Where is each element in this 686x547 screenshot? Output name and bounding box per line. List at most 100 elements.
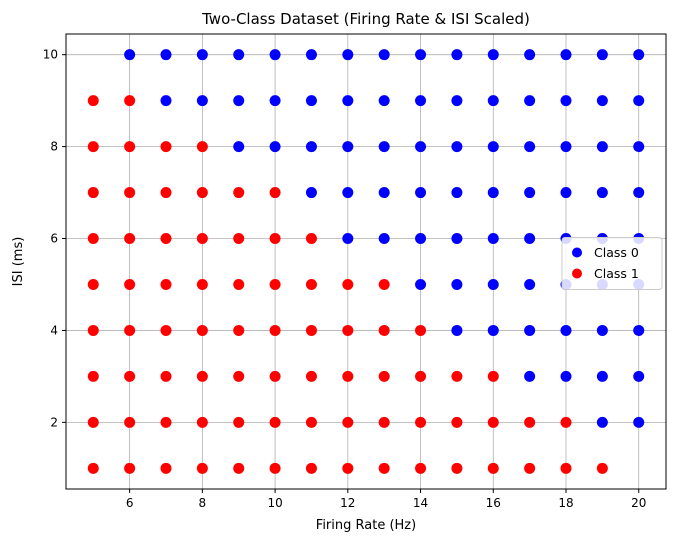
data-point-class-1 bbox=[196, 370, 208, 382]
data-point-class-1 bbox=[196, 187, 208, 199]
data-point-class-0 bbox=[633, 95, 645, 107]
data-point-class-0 bbox=[415, 141, 427, 153]
data-point-class-1 bbox=[378, 324, 390, 336]
data-point-class-0 bbox=[342, 141, 354, 153]
data-point-class-0 bbox=[451, 278, 463, 290]
data-point-class-1 bbox=[160, 187, 172, 199]
data-point-class-1 bbox=[124, 370, 136, 382]
y-axis-label: ISI (ms) bbox=[11, 237, 26, 287]
data-point-class-0 bbox=[596, 141, 608, 153]
data-point-class-1 bbox=[124, 416, 136, 428]
data-point-class-1 bbox=[560, 416, 572, 428]
data-point-class-0 bbox=[560, 95, 572, 107]
data-point-class-1 bbox=[305, 370, 317, 382]
data-point-class-0 bbox=[560, 141, 572, 153]
data-point-class-1 bbox=[233, 462, 245, 474]
data-point-class-1 bbox=[233, 278, 245, 290]
data-point-class-0 bbox=[378, 141, 390, 153]
data-point-class-1 bbox=[87, 462, 99, 474]
y-tick-label: 4 bbox=[50, 323, 58, 337]
x-tick-label: 16 bbox=[486, 496, 501, 510]
data-point-class-0 bbox=[342, 49, 354, 61]
data-point-class-0 bbox=[596, 324, 608, 336]
data-point-class-0 bbox=[560, 49, 572, 61]
data-point-class-0 bbox=[451, 324, 463, 336]
data-point-class-0 bbox=[342, 95, 354, 107]
data-point-class-0 bbox=[487, 49, 499, 61]
data-point-class-0 bbox=[415, 95, 427, 107]
x-tick-label: 8 bbox=[199, 496, 207, 510]
chart-title: Two-Class Dataset (Firing Rate & ISI Sca… bbox=[201, 10, 530, 28]
data-point-class-1 bbox=[305, 278, 317, 290]
data-point-class-1 bbox=[560, 462, 572, 474]
data-point-class-1 bbox=[124, 324, 136, 336]
data-point-class-0 bbox=[160, 95, 172, 107]
data-point-class-0 bbox=[633, 324, 645, 336]
data-point-class-1 bbox=[378, 278, 390, 290]
data-point-class-0 bbox=[633, 49, 645, 61]
legend-marker-class-1 bbox=[572, 268, 582, 279]
data-point-class-0 bbox=[378, 187, 390, 199]
data-point-class-1 bbox=[87, 141, 99, 153]
data-point-class-0 bbox=[524, 95, 536, 107]
data-point-class-0 bbox=[596, 416, 608, 428]
data-point-class-1 bbox=[451, 462, 463, 474]
data-point-class-1 bbox=[124, 233, 136, 245]
y-tick-label: 8 bbox=[50, 140, 58, 154]
x-tick-label: 10 bbox=[267, 496, 282, 510]
x-tick-label: 18 bbox=[558, 496, 573, 510]
data-point-class-1 bbox=[342, 462, 354, 474]
data-point-class-0 bbox=[378, 49, 390, 61]
data-point-class-1 bbox=[269, 370, 281, 382]
data-point-class-0 bbox=[196, 49, 208, 61]
data-point-class-0 bbox=[596, 95, 608, 107]
data-point-class-1 bbox=[415, 370, 427, 382]
data-point-class-1 bbox=[124, 187, 136, 199]
data-point-class-1 bbox=[196, 233, 208, 245]
data-point-class-1 bbox=[415, 324, 427, 336]
data-point-class-1 bbox=[87, 233, 99, 245]
y-tick-label: 10 bbox=[43, 48, 58, 62]
data-point-class-1 bbox=[487, 462, 499, 474]
data-point-class-1 bbox=[87, 95, 99, 107]
data-point-class-0 bbox=[487, 233, 499, 245]
data-point-class-0 bbox=[633, 416, 645, 428]
data-point-class-0 bbox=[524, 324, 536, 336]
data-point-class-0 bbox=[451, 233, 463, 245]
data-point-class-1 bbox=[305, 416, 317, 428]
data-point-class-0 bbox=[487, 324, 499, 336]
data-point-class-1 bbox=[160, 462, 172, 474]
data-point-class-0 bbox=[378, 233, 390, 245]
data-point-class-1 bbox=[269, 187, 281, 199]
data-point-class-1 bbox=[269, 416, 281, 428]
data-point-class-0 bbox=[524, 141, 536, 153]
data-point-class-0 bbox=[451, 141, 463, 153]
data-point-class-1 bbox=[87, 370, 99, 382]
data-point-class-1 bbox=[87, 324, 99, 336]
data-point-class-1 bbox=[160, 278, 172, 290]
data-point-class-1 bbox=[196, 278, 208, 290]
data-point-class-0 bbox=[633, 187, 645, 199]
data-point-class-0 bbox=[596, 370, 608, 382]
data-point-class-1 bbox=[415, 416, 427, 428]
data-point-class-1 bbox=[124, 141, 136, 153]
data-point-class-0 bbox=[233, 49, 245, 61]
data-point-class-1 bbox=[487, 416, 499, 428]
data-point-class-0 bbox=[305, 95, 317, 107]
y-tick-label: 6 bbox=[50, 232, 58, 246]
data-point-class-1 bbox=[87, 187, 99, 199]
x-tick-label: 6 bbox=[126, 496, 134, 510]
data-point-class-1 bbox=[160, 416, 172, 428]
data-point-class-1 bbox=[233, 370, 245, 382]
data-point-class-1 bbox=[124, 278, 136, 290]
data-point-class-0 bbox=[233, 141, 245, 153]
data-point-class-1 bbox=[269, 462, 281, 474]
data-point-class-1 bbox=[342, 416, 354, 428]
legend-label-class-1: Class 1 bbox=[594, 266, 639, 281]
data-point-class-0 bbox=[269, 95, 281, 107]
data-point-class-1 bbox=[487, 370, 499, 382]
data-point-class-0 bbox=[524, 187, 536, 199]
data-point-class-1 bbox=[269, 278, 281, 290]
data-point-class-0 bbox=[451, 95, 463, 107]
